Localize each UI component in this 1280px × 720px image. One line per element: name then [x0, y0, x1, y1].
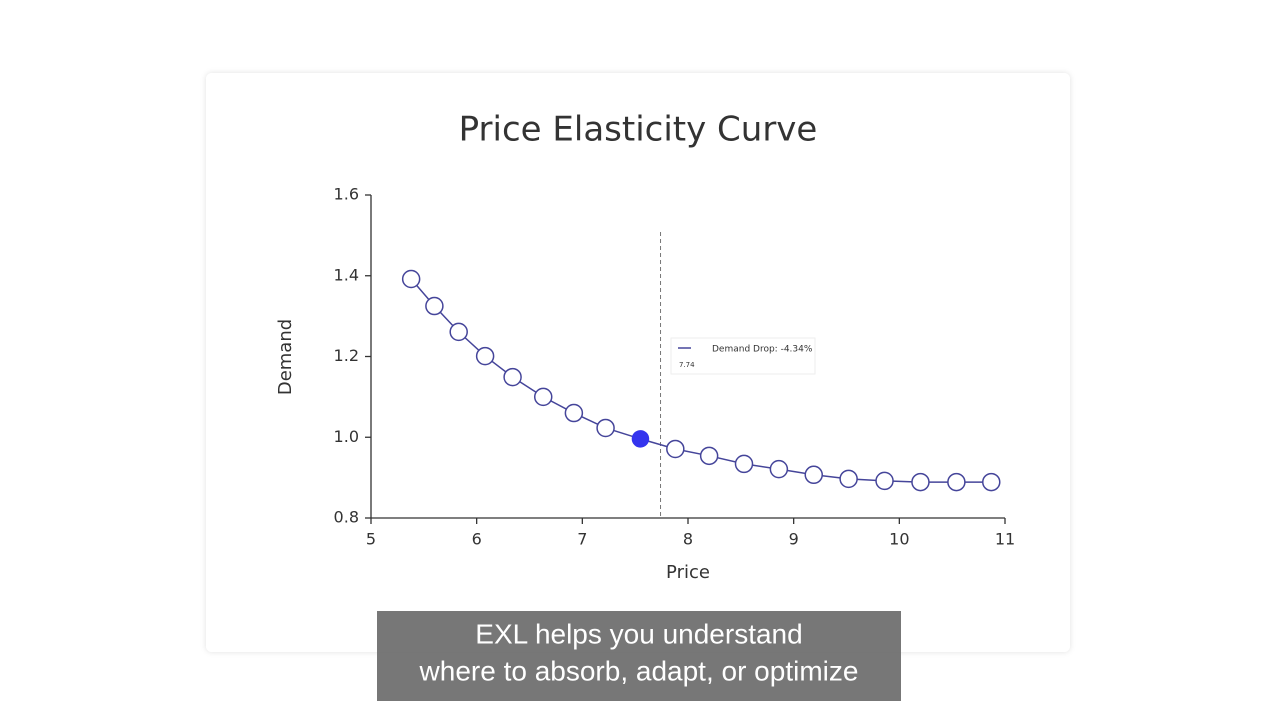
tooltip: Demand Drop: -4.34% 7.74	[670, 337, 816, 375]
data-point	[401, 269, 421, 289]
data-point	[503, 367, 522, 387]
x-tick-label: 8	[683, 530, 693, 549]
caption-box	[377, 611, 901, 701]
data-point	[425, 296, 444, 316]
caption-line: where to absorb, adapt, or optimize	[419, 655, 859, 686]
data-point	[804, 465, 823, 485]
x-tick-label: 10	[889, 530, 909, 549]
data-point	[666, 439, 685, 459]
y-axis-label: Demand	[275, 319, 296, 395]
data-point	[911, 472, 930, 492]
data-point	[769, 459, 789, 479]
y-tick-label: 1.4	[334, 265, 359, 284]
x-tick-label: 9	[789, 530, 799, 549]
x-tick-label: 11	[995, 530, 1015, 549]
tooltip-series: Demand Drop: -4.34%	[712, 345, 813, 355]
card	[206, 73, 1070, 652]
tooltip-box	[670, 337, 816, 375]
data-point	[449, 322, 468, 342]
data-point	[982, 472, 1001, 492]
plot: 0.8 1.0 1.2 1.4 1.6 5 6 7 8 9 10 11	[334, 185, 1016, 549]
data-point	[947, 472, 966, 492]
data-point	[734, 454, 754, 474]
x-tick-label: 6	[472, 530, 482, 549]
highlighted-point	[631, 430, 650, 448]
y-tick-label: 1.2	[334, 346, 359, 365]
tooltip-x: 7.74	[679, 361, 695, 369]
x-axis-label: Price	[666, 562, 710, 583]
x-tick-label: 7	[577, 530, 587, 549]
chart-title: Price Elasticity Curve	[459, 110, 818, 150]
data-point	[699, 446, 719, 466]
data-point	[533, 387, 553, 407]
caption-line: EXL helps you understand	[475, 618, 802, 649]
data-point	[564, 403, 584, 423]
data-point	[875, 471, 894, 491]
x-tick-label: 5	[366, 530, 376, 549]
data-point	[839, 469, 858, 489]
y-tick-label: 1.0	[334, 427, 359, 446]
data-point	[596, 418, 615, 438]
y-tick-label: 0.8	[334, 508, 359, 527]
y-tick-label: 1.6	[334, 185, 359, 204]
data-point	[475, 346, 495, 366]
caption: EXL helps you understand where to absorb,…	[419, 618, 859, 686]
